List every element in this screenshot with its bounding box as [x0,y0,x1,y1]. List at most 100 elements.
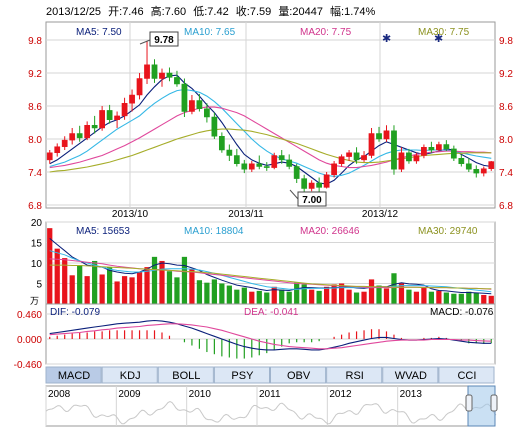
candle-body [361,155,367,161]
candle-body [189,100,195,112]
tab-psy[interactable] [213,366,270,384]
tab-kdj[interactable] [101,366,158,384]
header-open: 7.46 [122,6,143,18]
candle-body [69,133,76,141]
tab-rsi[interactable] [326,366,383,384]
price-y-ticks-left: 9.8 9.2 8.6 8.0 7.4 6.8 [28,36,42,212]
volume-grid [46,221,495,284]
tab-label-obv[interactable]: OBV [287,370,311,382]
event-marker-icon[interactable]: ✱ [382,33,391,45]
volume-bar [151,256,158,304]
tab-label-psy[interactable]: PSY [231,370,254,382]
volume-bar [166,271,173,304]
volume-bar [346,289,352,304]
candle-body [450,148,457,159]
candle-body [196,100,203,109]
candle-body [84,125,91,139]
volume-bar [421,287,427,304]
header-high-label: 高: [151,4,165,18]
tab-label-wvad[interactable]: WVAD [395,370,427,382]
tab-obv[interactable] [270,366,327,384]
candle-body [99,110,105,129]
event-marker-icon[interactable]: ✱ [434,33,443,45]
volume-bar [54,248,60,304]
volume-bar [481,294,487,304]
volume-bar [271,286,277,304]
timeline-year: 2011 [259,389,281,400]
volume-bar [62,258,68,304]
volume-bar [99,274,105,304]
volume-bar [106,267,113,304]
volume-bar [309,289,315,304]
y-tick-label: 8.0 [28,135,42,146]
volume-bar [324,286,330,304]
macd-lines [49,319,492,351]
indicator-tabs: MACD KDJ BOLL PSY OBV RSI WVAD CCI [45,366,495,384]
y-tick-label: 6.8 [499,201,513,212]
candle-body [121,103,128,117]
volume-ma10-label: MA10: 18804 [184,226,244,237]
header-volume: 20447 [292,6,323,18]
volume-bar [196,280,203,304]
volume-ma-line-ma30 [49,264,492,290]
tab-boll[interactable] [157,366,214,384]
timeline-right-handle[interactable] [490,394,498,412]
volume-bar [77,265,83,304]
ma-line-ma20 [49,106,492,169]
tab-label-rsi[interactable]: RSI [346,370,364,382]
y-tick-label: 9.2 [28,69,42,80]
timeline-year: 2012 [329,389,352,400]
volume-ma30-label: MA30: 29740 [418,226,478,237]
macd-y-ticks: 0.460 0.000 -0.460 [14,310,43,371]
tab-cci[interactable] [438,366,495,384]
volume-bar [114,281,120,304]
tab-label-boll[interactable]: BOLL [172,370,200,382]
candle-body [241,163,248,170]
macd-dif-label: DIF: -0.079 [50,307,100,318]
volume-bar [316,290,322,304]
price-grid [46,22,495,208]
volume-bar [331,284,337,304]
candle-body [136,78,143,96]
volume-bar [466,291,472,304]
candle-body [391,130,397,170]
y-tick-label: 6.8 [28,201,42,212]
y-tick-label: 7.4 [28,168,42,179]
volume-bar [189,269,195,304]
candle-body [323,174,330,188]
timeline-left-handle[interactable] [465,394,473,412]
candle-body [488,161,495,169]
header-quote: 2013/12/25 开:7.46 高:7.60 低:7.42 收:7.59 量… [46,4,376,18]
candle-body [278,155,285,161]
timeline-year: 2013 [400,389,423,400]
candle-body [480,168,487,174]
volume-bar [69,275,75,304]
volume-bar [256,290,262,304]
volume-bar [286,291,292,304]
volume-bar [211,279,217,304]
volume-bar [451,293,457,304]
volume-bar [279,289,285,304]
volume-bar [219,283,225,304]
volume-bar [398,283,405,304]
tab-label-cci[interactable]: CCI [457,370,476,382]
volume-bar [181,256,188,304]
candle-body [151,64,158,79]
volume-bar [368,279,375,304]
candle-body [174,77,180,85]
candle-body [338,156,345,165]
volume-y-ticks: 20 15 10 5 [31,218,43,291]
tab-wvad[interactable] [382,366,439,384]
price-ma20-label: MA20: 7.75 [300,27,352,38]
tab-macd[interactable] [45,366,102,384]
volume-bar [121,276,128,304]
price-ma10-label: MA10: 7.65 [184,27,236,38]
x-tick-label: 2013/11 [228,209,264,220]
price-panel-frame [45,21,496,209]
tab-label-macd[interactable]: MACD [58,370,90,382]
volume-bar [249,291,255,304]
low-callout-leader [289,189,299,200]
volume-bar [264,292,270,304]
tab-label-kdj[interactable]: KDJ [120,370,141,382]
timeline-price-curve [45,400,497,425]
